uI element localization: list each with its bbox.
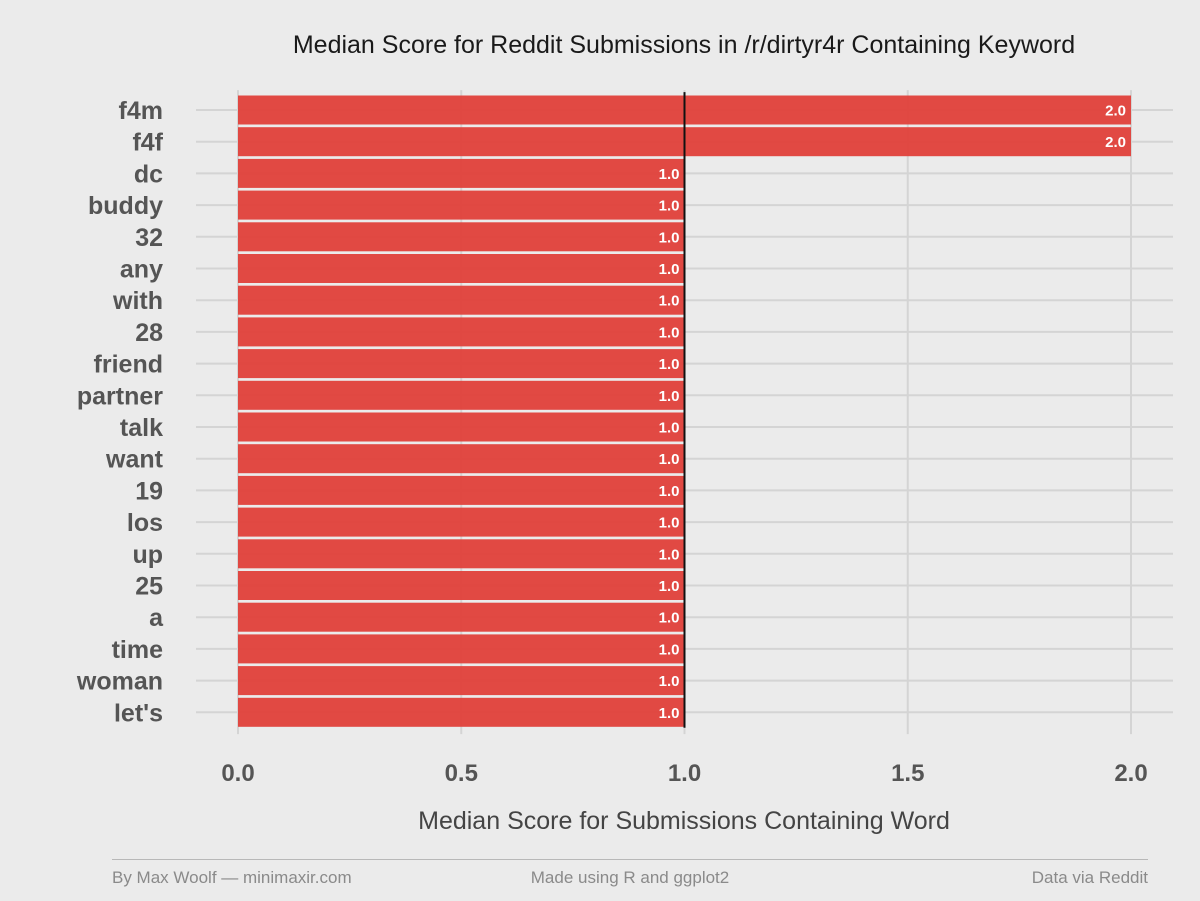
y-label-los: los <box>127 509 163 537</box>
bar-a <box>238 602 685 632</box>
footer: By Max Woolf — minimaxir.com Made using … <box>112 859 1148 901</box>
value-label-talk: 1.0 <box>659 420 680 437</box>
value-label-los: 1.0 <box>659 515 680 532</box>
y-label-25: 25 <box>135 573 163 601</box>
x-tick-label-0: 0.0 <box>221 760 254 787</box>
bar-woman <box>238 666 685 696</box>
y-label-time: time <box>112 636 164 664</box>
value-label-any: 1.0 <box>659 261 680 278</box>
bar-partner <box>238 380 685 410</box>
footer-author: By Max Woolf — minimaxir.com <box>112 868 352 887</box>
bar-time <box>238 634 685 664</box>
y-axis-labels: f4m f4f dc buddy 32 any with 28 friend partner tal… <box>76 97 164 727</box>
value-label-32: 1.0 <box>659 229 680 246</box>
y-label-a: a <box>149 604 164 632</box>
value-label-with: 1.0 <box>659 293 680 310</box>
value-label-28: 1.0 <box>659 324 680 341</box>
y-label-f4f: f4f <box>132 129 163 157</box>
y-label-any: any <box>120 256 163 284</box>
x-tick-label-3: 1.5 <box>891 760 924 787</box>
bar-chart: Median Score for Reddit Submissions in /… <box>76 31 1173 835</box>
footer-tools: Made using R and ggplot2 <box>530 868 730 887</box>
y-label-friend: friend <box>94 351 163 379</box>
bar-buddy <box>238 190 685 220</box>
value-label-a: 1.0 <box>659 610 680 627</box>
bar-any <box>238 254 685 283</box>
bar-25 <box>238 571 685 600</box>
y-label-32: 32 <box>135 224 163 252</box>
value-label-f4m: 2.0 <box>1105 103 1126 120</box>
bar-talk <box>238 412 685 442</box>
y-label-with: with <box>112 287 163 315</box>
bar-up <box>238 539 685 569</box>
bar-los <box>238 507 685 537</box>
value-label-buddy: 1.0 <box>659 198 680 215</box>
y-label-dc: dc <box>134 160 163 188</box>
value-label-19: 1.0 <box>659 483 680 500</box>
x-tick-label-4: 2.0 <box>1114 760 1147 787</box>
value-label-let's: 1.0 <box>659 705 680 722</box>
y-label-talk: talk <box>120 414 163 442</box>
bar-let's <box>238 697 685 727</box>
bar-with <box>238 285 685 315</box>
bar-28 <box>238 317 685 347</box>
y-label-buddy: buddy <box>88 192 163 220</box>
value-label-f4f: 2.0 <box>1105 134 1126 151</box>
y-label-up: up <box>132 541 163 569</box>
bar-friend <box>238 349 685 379</box>
footer-source: Data via Reddit <box>1031 868 1148 887</box>
value-label-partner: 1.0 <box>659 388 680 405</box>
value-label-want: 1.0 <box>659 451 680 468</box>
value-label-woman: 1.0 <box>659 673 680 690</box>
y-label-let's: let's <box>114 699 163 727</box>
bar-want <box>238 444 685 474</box>
bar-32 <box>238 222 685 252</box>
value-labels: 2.0 2.0 1.0 1.0 1.0 1.0 1.0 1.0 1.0 1.0 1.0 1.0 1.0 1… <box>659 103 1126 722</box>
x-tick-label-1: 0.5 <box>445 760 478 787</box>
bar-19 <box>238 475 685 505</box>
value-label-25: 1.0 <box>659 578 680 595</box>
x-tick-label-2: 1.0 <box>668 760 701 787</box>
value-label-friend: 1.0 <box>659 356 680 373</box>
value-label-dc: 1.0 <box>659 166 680 183</box>
y-label-f4m: f4m <box>119 97 163 125</box>
y-label-partner: partner <box>77 382 163 410</box>
y-label-want: want <box>105 446 164 474</box>
chart-title: Median Score for Reddit Submissions in /… <box>293 31 1075 59</box>
value-label-up: 1.0 <box>659 546 680 563</box>
bars <box>238 95 1131 727</box>
x-axis-title: Median Score for Submissions Containing … <box>418 807 950 835</box>
y-label-woman: woman <box>76 668 163 696</box>
value-label-time: 1.0 <box>659 641 680 658</box>
y-label-28: 28 <box>135 319 163 347</box>
y-label-19: 19 <box>135 477 163 505</box>
x-axis-tick-labels: 0.0 0.5 1.0 1.5 2.0 <box>221 760 1147 787</box>
bar-dc <box>238 158 685 188</box>
